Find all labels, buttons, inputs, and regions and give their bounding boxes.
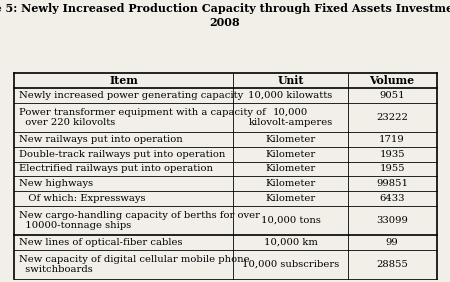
Text: 28855: 28855 — [376, 260, 408, 269]
Text: Double-track railways put into operation: Double-track railways put into operation — [19, 150, 225, 159]
Text: 1935: 1935 — [379, 150, 405, 159]
Text: Newly increased power generating capacity: Newly increased power generating capacit… — [19, 91, 243, 100]
Text: 6433: 6433 — [379, 194, 405, 203]
Text: Kilometer: Kilometer — [266, 194, 316, 203]
Text: 10,000 tons: 10,000 tons — [261, 216, 320, 225]
Text: Kilometer: Kilometer — [266, 150, 316, 159]
Text: 1719: 1719 — [379, 135, 405, 144]
Text: 10,000
kilovolt-amperes: 10,000 kilovolt-amperes — [248, 108, 333, 127]
Text: New capacity of digital cellular mobile phone
  switchboards: New capacity of digital cellular mobile … — [19, 255, 249, 274]
Text: New lines of optical-fiber cables: New lines of optical-fiber cables — [19, 238, 182, 247]
Text: 10,000 km: 10,000 km — [264, 238, 318, 247]
Text: 99851: 99851 — [376, 179, 408, 188]
Text: 33099: 33099 — [376, 216, 408, 225]
Text: Volume: Volume — [369, 75, 414, 86]
Text: Kilometer: Kilometer — [266, 164, 316, 173]
Text: 23222: 23222 — [376, 113, 408, 122]
Text: Kilometer: Kilometer — [266, 135, 316, 144]
Text: 10,000 subscribers: 10,000 subscribers — [242, 260, 339, 269]
Text: 10,000 kilowatts: 10,000 kilowatts — [248, 91, 333, 100]
Text: 9051: 9051 — [379, 91, 405, 100]
Text: Item: Item — [109, 75, 138, 86]
Text: Table 5: Newly Increased Production Capacity through Fixed Assets Investment in
: Table 5: Newly Increased Production Capa… — [0, 3, 450, 28]
Text: Power transformer equipment with a capacity of
  over 220 kilovolts: Power transformer equipment with a capac… — [19, 108, 266, 127]
Text: Kilometer: Kilometer — [266, 179, 316, 188]
Text: New cargo-handling capacity of berths for over
  10000-tonnage ships: New cargo-handling capacity of berths fo… — [19, 211, 260, 230]
Text: Electrified railways put into operation: Electrified railways put into operation — [19, 164, 213, 173]
Text: Unit: Unit — [277, 75, 304, 86]
Text: New highways: New highways — [19, 179, 93, 188]
Text: New railways put into operation: New railways put into operation — [19, 135, 183, 144]
Text: 1955: 1955 — [379, 164, 405, 173]
Text: Of which: Expressways: Of which: Expressways — [19, 194, 145, 203]
Text: 99: 99 — [386, 238, 398, 247]
